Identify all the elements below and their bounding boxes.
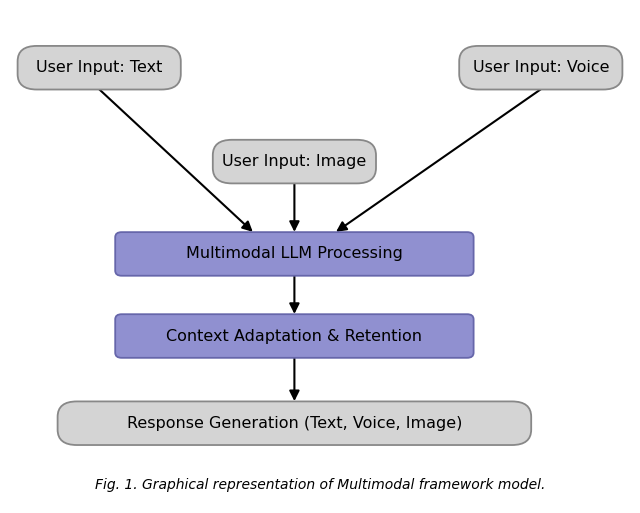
FancyBboxPatch shape — [58, 401, 531, 445]
FancyBboxPatch shape — [460, 46, 622, 90]
FancyBboxPatch shape — [17, 46, 180, 90]
Text: Fig. 1. Graphical representation of Multimodal framework model.: Fig. 1. Graphical representation of Mult… — [95, 478, 545, 492]
Text: User Input: Text: User Input: Text — [36, 60, 163, 75]
Text: Context Adaptation & Retention: Context Adaptation & Retention — [166, 328, 422, 344]
FancyBboxPatch shape — [212, 140, 376, 184]
Text: User Input: Voice: User Input: Voice — [472, 60, 609, 75]
Text: User Input: Image: User Input: Image — [222, 154, 367, 169]
Text: Response Generation (Text, Voice, Image): Response Generation (Text, Voice, Image) — [127, 416, 462, 431]
Text: Multimodal LLM Processing: Multimodal LLM Processing — [186, 246, 403, 262]
FancyBboxPatch shape — [115, 232, 474, 276]
FancyBboxPatch shape — [115, 314, 474, 358]
